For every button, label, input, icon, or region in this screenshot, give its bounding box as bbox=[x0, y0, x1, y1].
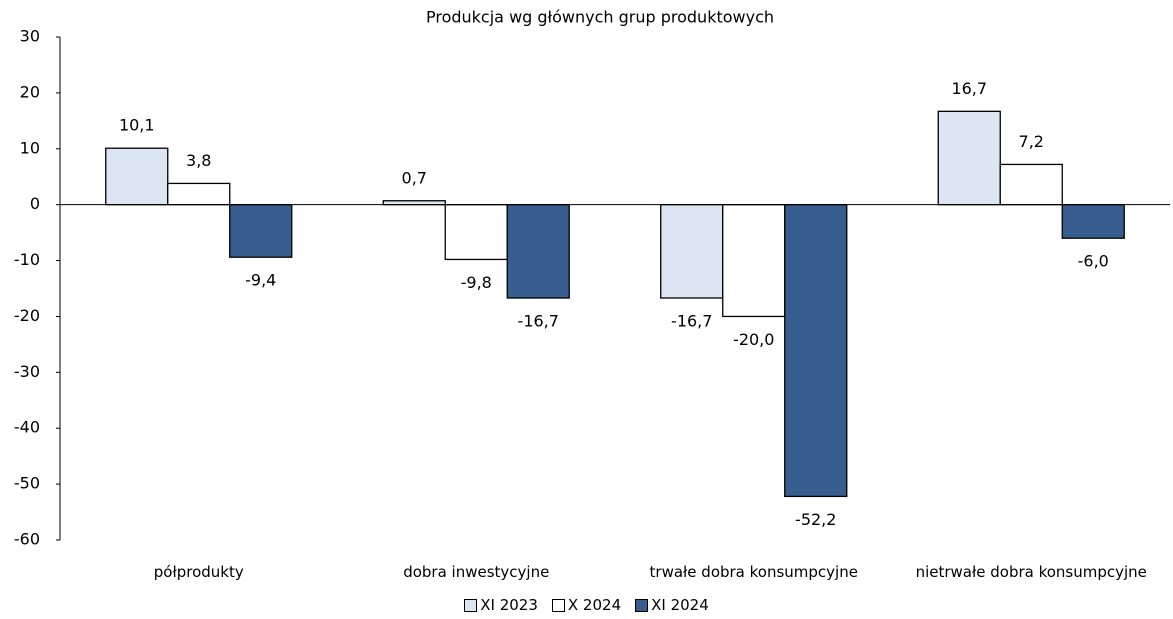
legend-item: X 2024 bbox=[551, 596, 622, 614]
x-tick-label: dobra inwestycyjne bbox=[403, 563, 550, 581]
data-label: 7,2 bbox=[1019, 132, 1044, 151]
legend-label: XI 2024 bbox=[651, 596, 709, 614]
data-label: -52,2 bbox=[795, 510, 836, 529]
legend: XI 2023 X 2024 XI 2024 bbox=[0, 596, 1173, 614]
y-tick-label: -60 bbox=[14, 530, 40, 549]
y-tick-label: 0 bbox=[30, 194, 40, 213]
legend-label: X 2024 bbox=[567, 596, 622, 614]
bar bbox=[999, 163, 1063, 206]
legend-swatch bbox=[635, 598, 649, 612]
x-tick-label: trwałe dobra konsumpcyjne bbox=[649, 563, 858, 581]
data-label: -9,4 bbox=[245, 271, 276, 290]
bar bbox=[1061, 204, 1125, 239]
y-tick-label: 30 bbox=[20, 27, 40, 46]
data-label: -20,0 bbox=[733, 330, 774, 349]
x-tick-label: półprodukty bbox=[153, 563, 244, 581]
y-tick-label: 10 bbox=[20, 138, 40, 157]
data-label: -9,8 bbox=[461, 273, 492, 292]
data-label: 10,1 bbox=[119, 116, 155, 135]
bar bbox=[444, 204, 508, 261]
legend-swatch bbox=[551, 598, 565, 612]
y-tick-label: 20 bbox=[20, 82, 40, 101]
bar bbox=[382, 200, 446, 206]
data-label: 0,7 bbox=[402, 168, 427, 187]
x-tick-label: nietrwałe dobra konsumpcyjne bbox=[915, 563, 1147, 581]
bar bbox=[660, 204, 724, 299]
legend-swatch bbox=[464, 598, 478, 612]
legend-item: XI 2023 bbox=[464, 596, 538, 614]
y-tick-label: -40 bbox=[14, 418, 40, 437]
bar bbox=[105, 147, 169, 206]
data-label: -16,7 bbox=[518, 312, 559, 331]
y-tick-label: -10 bbox=[14, 250, 40, 269]
legend-item: XI 2024 bbox=[635, 596, 709, 614]
data-label: 16,7 bbox=[951, 79, 987, 98]
bar bbox=[506, 204, 570, 299]
chart-title: Produkcja wg głównych grup produktowych bbox=[426, 8, 774, 27]
bar bbox=[722, 204, 786, 318]
data-label: -6,0 bbox=[1078, 252, 1109, 271]
bar bbox=[229, 204, 293, 258]
bar bbox=[937, 110, 1001, 206]
data-label: -16,7 bbox=[671, 312, 712, 331]
y-tick-label: -30 bbox=[14, 362, 40, 381]
bar bbox=[167, 182, 231, 206]
y-tick-label: -50 bbox=[14, 474, 40, 493]
legend-label: XI 2023 bbox=[480, 596, 538, 614]
data-label: 3,8 bbox=[186, 151, 211, 170]
y-tick-label: -20 bbox=[14, 306, 40, 325]
bar bbox=[784, 204, 848, 498]
